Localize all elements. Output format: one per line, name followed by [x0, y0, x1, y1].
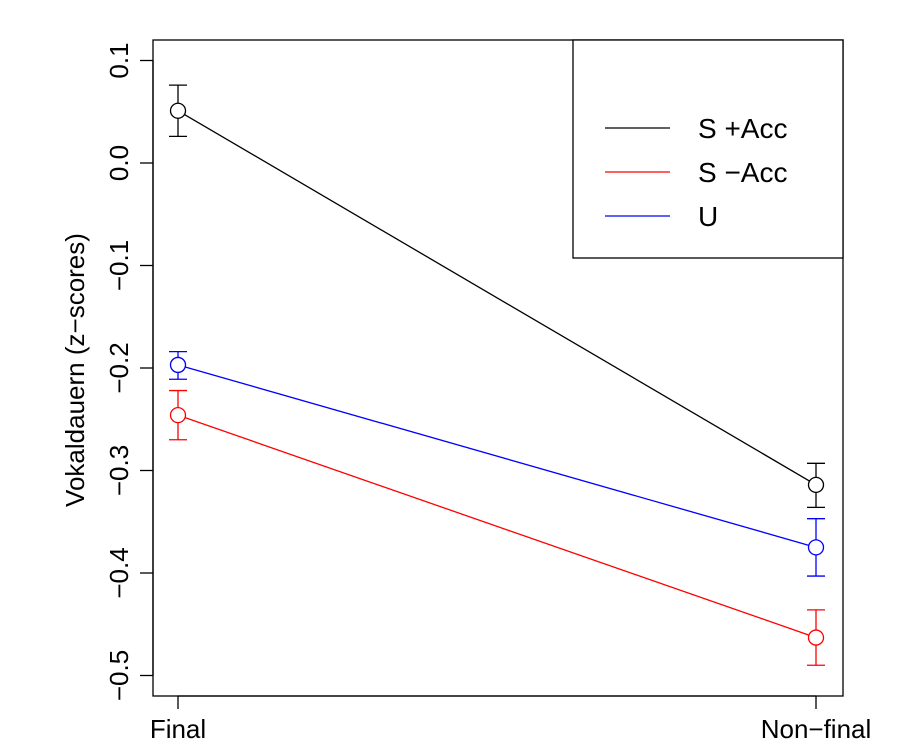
legend-label: S +Acc: [698, 113, 787, 144]
series-line: [184, 417, 810, 636]
data-point: [169, 356, 187, 374]
legend: S +Acc S −Acc U: [572, 39, 844, 259]
x-axis: Final Non−final: [150, 695, 872, 744]
x-tick-label: Non−final: [761, 714, 872, 744]
legend-box: [572, 39, 844, 259]
y-tick-label: 0.0: [104, 145, 134, 181]
series-line: [184, 113, 810, 482]
series-line: [185, 366, 809, 546]
legend-label: U: [698, 201, 718, 232]
legend-items: S +Acc S −Acc U: [605, 113, 787, 232]
x-tick-label: Final: [150, 714, 206, 744]
y-tick-label: 0.1: [104, 42, 134, 78]
series-0: [169, 84, 825, 509]
y-tick-label: −0.5: [104, 650, 134, 701]
y-tick-label: −0.1: [104, 240, 134, 291]
legend-label: S −Acc: [698, 157, 787, 188]
data-point: [807, 629, 825, 646]
y-tick-label: −0.3: [104, 445, 134, 496]
data-point: [807, 539, 825, 556]
y-axis-label: Vokaldauern (z−scores): [60, 233, 90, 507]
series-2: [169, 350, 825, 577]
series-1: [169, 389, 825, 666]
data-point: [807, 476, 825, 494]
y-tick-label: −0.2: [104, 342, 134, 393]
series-layer: [169, 84, 825, 666]
y-tick-label: −0.4: [104, 547, 134, 598]
y-axis: 0.1 0.0 −0.1 −0.2 −0.3 −0.4 −0.5: [104, 42, 154, 701]
data-point: [169, 102, 187, 119]
data-point: [169, 406, 187, 424]
